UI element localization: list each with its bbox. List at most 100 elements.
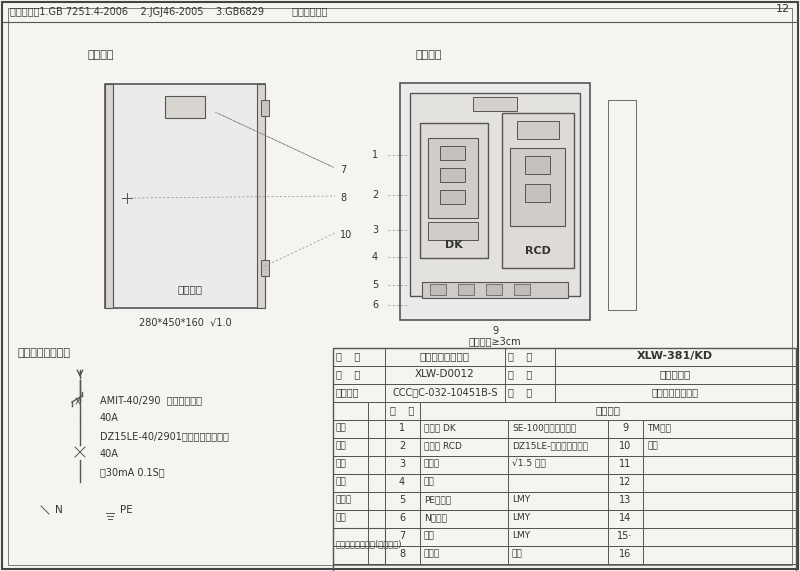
Text: 9: 9 — [492, 326, 498, 336]
Text: CCC：C-032-10451B-S: CCC：C-032-10451B-S — [392, 387, 498, 397]
Text: TM连接: TM连接 — [647, 423, 671, 432]
Text: 3: 3 — [399, 459, 405, 469]
Bar — [105, 84, 265, 308]
Text: 序    号: 序 号 — [390, 405, 414, 415]
Bar — [333, 510, 796, 528]
Text: 型    号: 型 号 — [508, 351, 532, 361]
Bar — [458, 284, 474, 295]
Text: AMIT-40/290  （透明空开）: AMIT-40/290 （透明空开） — [100, 395, 202, 405]
Bar — [422, 282, 568, 298]
Text: 施工现场照明配电: 施工现场照明配电 — [651, 387, 698, 397]
Text: 外型图：: 外型图： — [88, 50, 114, 60]
Text: LMY: LMY — [512, 513, 530, 522]
Text: 2: 2 — [399, 441, 405, 451]
Text: 挂耳: 挂耳 — [647, 441, 658, 450]
Text: 12: 12 — [776, 4, 790, 14]
Text: DK: DK — [445, 240, 463, 250]
Text: 4: 4 — [399, 477, 405, 487]
Bar — [333, 348, 796, 571]
Text: 名    称: 名 称 — [336, 351, 360, 361]
Bar — [473, 97, 517, 111]
Text: 校核: 校核 — [336, 459, 346, 468]
Text: 1: 1 — [372, 150, 378, 160]
Polygon shape — [590, 75, 602, 328]
Text: PE: PE — [120, 505, 133, 515]
Bar — [333, 402, 796, 420]
Text: 10: 10 — [619, 441, 631, 451]
Text: 13: 13 — [619, 495, 631, 505]
Text: PE线端子: PE线端子 — [424, 495, 451, 504]
Bar — [333, 420, 796, 438]
Bar — [400, 83, 590, 320]
Text: N: N — [55, 505, 62, 515]
Text: 15·: 15· — [618, 531, 633, 541]
Bar — [514, 284, 530, 295]
Bar — [486, 284, 502, 295]
Polygon shape — [602, 75, 645, 328]
Bar — [333, 456, 796, 474]
Text: 16: 16 — [619, 549, 631, 559]
Text: 标准化: 标准化 — [336, 495, 352, 504]
Bar — [333, 438, 796, 456]
Bar — [608, 100, 636, 310]
Text: 设计: 设计 — [336, 423, 346, 432]
Text: 7: 7 — [340, 165, 346, 175]
Text: 防雨: 防雨 — [512, 549, 522, 558]
Bar — [510, 148, 565, 226]
Text: 40A: 40A — [100, 449, 119, 459]
Bar — [165, 96, 205, 118]
Bar — [440, 190, 465, 204]
Text: 11: 11 — [619, 459, 631, 469]
Bar — [105, 84, 113, 308]
Bar — [333, 348, 796, 366]
Text: √1.5 折边: √1.5 折边 — [512, 459, 546, 468]
Text: 5: 5 — [372, 280, 378, 290]
Text: SE-100系列透明开关: SE-100系列透明开关 — [512, 423, 576, 432]
Polygon shape — [392, 65, 604, 69]
Text: 1: 1 — [399, 423, 405, 433]
Bar — [333, 528, 385, 564]
Text: LMY: LMY — [512, 495, 530, 504]
Text: LMY: LMY — [512, 531, 530, 540]
Text: 哈尔滨市龙瑞电气(成套设备): 哈尔滨市龙瑞电气(成套设备) — [336, 539, 402, 548]
Text: 线夹: 线夹 — [424, 477, 434, 486]
Text: 安装板: 安装板 — [424, 459, 440, 468]
Bar — [261, 260, 269, 276]
Text: 断路器 RCD: 断路器 RCD — [424, 441, 462, 450]
Text: 日期: 日期 — [336, 513, 346, 522]
Text: 图    号: 图 号 — [336, 369, 360, 379]
Text: 7: 7 — [399, 531, 405, 541]
Bar — [257, 84, 265, 308]
Text: 5: 5 — [399, 495, 405, 505]
Text: 6: 6 — [399, 513, 405, 523]
Bar — [517, 121, 559, 139]
Text: XLW-D0012: XLW-D0012 — [415, 369, 475, 379]
Text: 规    格: 规 格 — [508, 369, 532, 379]
Text: 元件间距≥3cm: 元件间距≥3cm — [469, 336, 522, 346]
Text: （30mA 0.1S）: （30mA 0.1S） — [100, 467, 165, 477]
Text: 3: 3 — [372, 225, 378, 235]
Text: 制图: 制图 — [336, 441, 346, 450]
Bar — [333, 384, 796, 402]
Text: 4: 4 — [372, 252, 378, 262]
Polygon shape — [95, 70, 275, 84]
Text: 40A: 40A — [100, 413, 119, 423]
Bar — [440, 168, 465, 182]
Bar — [428, 222, 478, 240]
Text: DZ15LE-40/2901（透明漏电开关）: DZ15LE-40/2901（透明漏电开关） — [100, 431, 229, 441]
Bar — [333, 492, 796, 510]
Text: 6: 6 — [372, 300, 378, 310]
Text: 装配图：: 装配图： — [415, 50, 442, 60]
Bar — [261, 100, 269, 116]
Text: 审核: 审核 — [336, 477, 346, 486]
Text: 照明开关箱: 照明开关箱 — [659, 369, 690, 379]
Bar — [333, 474, 796, 492]
Text: 标牌: 标牌 — [424, 531, 434, 540]
Text: 280*450*160  √1.0: 280*450*160 √1.0 — [138, 318, 231, 328]
Bar — [430, 284, 446, 295]
Bar — [333, 546, 796, 564]
Text: 断路器 DK: 断路器 DK — [424, 423, 456, 432]
Bar — [502, 113, 574, 268]
Text: RCD: RCD — [525, 246, 551, 256]
Text: 压把锁: 压把锁 — [424, 549, 440, 558]
